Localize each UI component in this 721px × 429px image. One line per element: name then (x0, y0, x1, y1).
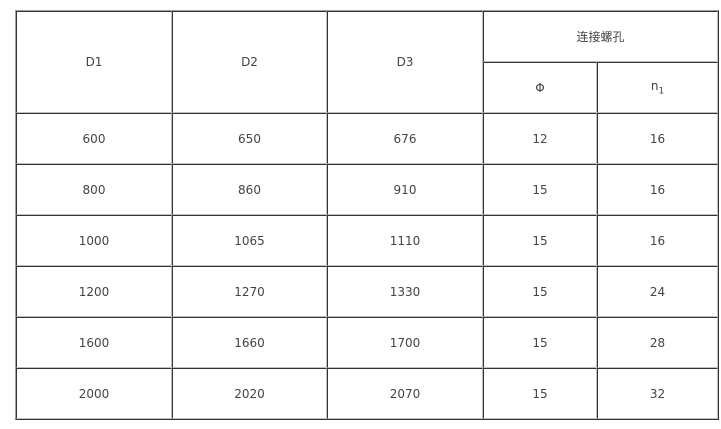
table-cell: 15 (483, 368, 597, 419)
table-cell: 1110 (327, 215, 483, 266)
table-cell: 24 (597, 266, 719, 317)
table-cell: 2000 (16, 368, 172, 419)
table-row: 1200 1270 1330 15 24 (16, 266, 719, 317)
header-d1: D1 (16, 11, 172, 113)
table-row: 800 860 910 15 16 (16, 164, 719, 215)
header-bolt-holes: 连接螺孔 (483, 11, 719, 62)
header-d2: D2 (172, 11, 327, 113)
table-cell: 12 (483, 113, 597, 164)
table-row: 600 650 676 12 16 (16, 113, 719, 164)
table-row: 1600 1660 1700 15 28 (16, 317, 719, 368)
table-cell: 15 (483, 266, 597, 317)
table-cell: 28 (597, 317, 719, 368)
header-n-subscript: 1 (658, 86, 665, 97)
table-cell: 1330 (327, 266, 483, 317)
table-cell: 650 (172, 113, 327, 164)
table-cell: 15 (483, 215, 597, 266)
table-row: 1000 1065 1110 15 16 (16, 215, 719, 266)
table-cell: 15 (483, 317, 597, 368)
table-cell: 15 (483, 164, 597, 215)
table-cell: 860 (172, 164, 327, 215)
table-cell: 600 (16, 113, 172, 164)
dimension-table: D1 D2 D3 连接螺孔 Φ n1 600 650 676 12 16 800 860 91… (15, 10, 720, 420)
table-cell: 1600 (16, 317, 172, 368)
table-cell: 32 (597, 368, 719, 419)
table-cell: 1000 (16, 215, 172, 266)
header-n: n (650, 78, 659, 93)
table-cell: 1700 (327, 317, 483, 368)
table-cell: 1660 (172, 317, 327, 368)
table-cell: 1270 (172, 266, 327, 317)
table-cell: 1065 (172, 215, 327, 266)
header-n1: n1 (597, 62, 719, 113)
table-cell: 16 (597, 113, 719, 164)
table-row: 2000 2020 2070 15 32 (16, 368, 719, 419)
header-phi: Φ (483, 62, 597, 113)
table-cell: 16 (597, 164, 719, 215)
table-cell: 16 (597, 215, 719, 266)
table-cell: 910 (327, 164, 483, 215)
header-d3: D3 (327, 11, 483, 113)
table-cell: 676 (327, 113, 483, 164)
table-cell: 800 (16, 164, 172, 215)
table-cell: 2020 (172, 368, 327, 419)
table-cell: 1200 (16, 266, 172, 317)
table-cell: 2070 (327, 368, 483, 419)
